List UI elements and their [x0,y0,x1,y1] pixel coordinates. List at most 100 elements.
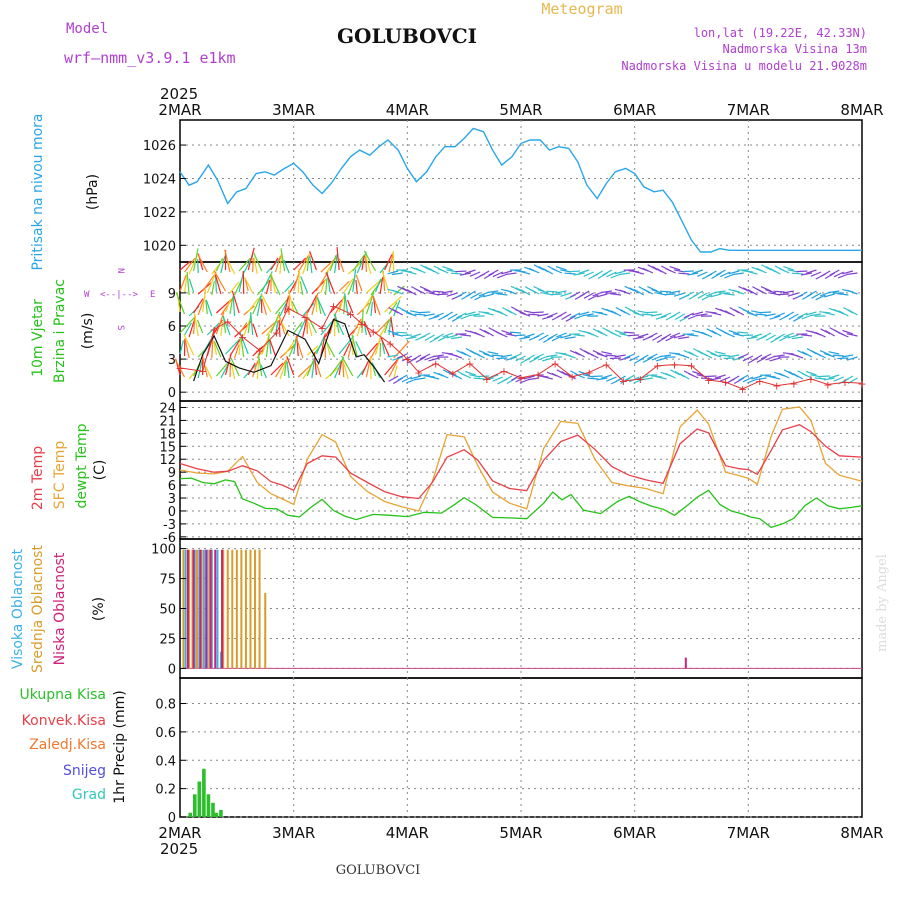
y-tick-label: 100 [151,543,176,558]
precip-bar [219,809,223,817]
wind-arrow [387,330,399,335]
temp-title-sfc: SFC Temp [52,441,68,510]
legend-ukupna-kisa: Ukupna Kisa [19,687,106,703]
wind-arrow [523,375,535,380]
wind-arrow [247,298,259,313]
compass-w: W [84,290,90,300]
y-tick-label: 1022 [143,206,176,221]
wind-arrow [655,375,667,380]
wind-arrow [252,323,258,338]
wind-arrow [843,375,854,382]
wind-arrow [392,309,404,316]
wind-arrow [253,252,263,272]
wind-arrow [496,357,508,360]
wind-arrow [284,362,287,377]
x-tick-label-bottom: 4MAR [386,824,429,842]
precip-legend: Ukupna Kisa Konvek.Kisa Zaledj.Kisa Snij… [19,687,128,804]
wind-gust-marker: + [738,383,747,396]
wind-arrow [483,329,495,337]
wind-arrow [596,293,608,298]
wind-arrow [632,336,644,340]
wind-arrow [491,354,503,357]
wind-gust-marker: + [721,376,730,389]
wind-arrow [334,302,343,316]
wind-arrow [338,335,355,355]
wind-arrow [202,289,207,313]
wind-arrow [606,271,617,278]
y-tick-label: 21 [159,414,176,429]
wind-arrow [215,312,225,335]
wind-arrow [224,352,232,376]
wind-arrow [833,271,845,278]
wind-arrow [452,373,463,380]
wind-arrow [352,254,365,272]
wind-gust-marker: + [329,300,338,313]
y-tick-label: 18 [159,427,176,442]
wind-arrow [537,313,549,317]
wind-arrow [719,376,731,382]
wind-arrow [433,333,444,340]
wind-arrow [297,319,306,336]
wind-arrow [842,329,854,335]
wind-arrow [543,268,554,275]
wind-arrow [455,270,467,273]
wind-arrow [410,333,422,338]
wind-arrow [265,280,271,295]
wind-arrow [564,353,576,359]
wind-arrow [746,336,758,340]
wind-arrow [351,334,358,358]
wind-arrow [838,310,849,317]
wind-arrow [179,260,192,271]
wind-arrow [514,334,526,337]
wind-gust-marker: + [619,375,628,388]
wind-gust-marker: + [670,359,679,372]
wind-arrow [363,321,372,338]
wind-arrow [688,351,699,358]
wind-arrow [806,290,817,298]
wind-arrow [523,333,535,338]
wind-arrow [306,345,319,356]
wind-arrow [837,293,849,296]
wind-arrow [470,292,481,299]
wind-arrow [715,269,726,276]
wind-arrow [791,272,803,275]
wind-arrow [388,252,394,273]
wind-arrow [642,267,654,274]
wind-arrow [361,294,374,313]
wind-arrow [770,268,781,275]
wind-arrow [286,361,290,379]
wind-arrow [601,351,613,355]
wind-arrow [240,337,245,358]
wind-arrow [669,266,681,271]
model-name: wrf–nmm_v3.9.1 e1km [64,49,236,67]
wind-gust-marker: + [585,366,594,379]
wind-arrow [637,375,649,380]
wind-arrow [841,354,854,358]
wind-gust-marker: + [448,367,457,380]
wind-arrow [624,374,635,381]
wind-arrow [583,271,594,277]
wind-arrow [710,377,722,381]
wind-arrow [188,278,195,293]
wind-gust-marker: + [300,311,309,324]
wind-arrow [465,290,476,298]
wind-arrow [601,374,613,379]
wind-arrow [186,272,190,296]
wind-arrow [569,270,581,273]
wind-arrow [253,257,258,275]
wind-arrow [760,311,772,314]
wind-unit: (m/s) [80,313,96,350]
wind-arrow [787,334,799,339]
wind-arrow [815,352,826,359]
wind-arrow [400,334,412,337]
wind-arrow [474,331,485,338]
wind-arrow [505,272,517,276]
wind-arrow [697,292,708,299]
wind-arrow [687,272,699,276]
wind-gust-marker: + [568,371,577,384]
wind-arrow [660,290,672,293]
wind-arrow [714,351,726,355]
wind-arrow [396,353,408,359]
wind-arrow [670,369,681,376]
wind-arrow [510,353,522,359]
